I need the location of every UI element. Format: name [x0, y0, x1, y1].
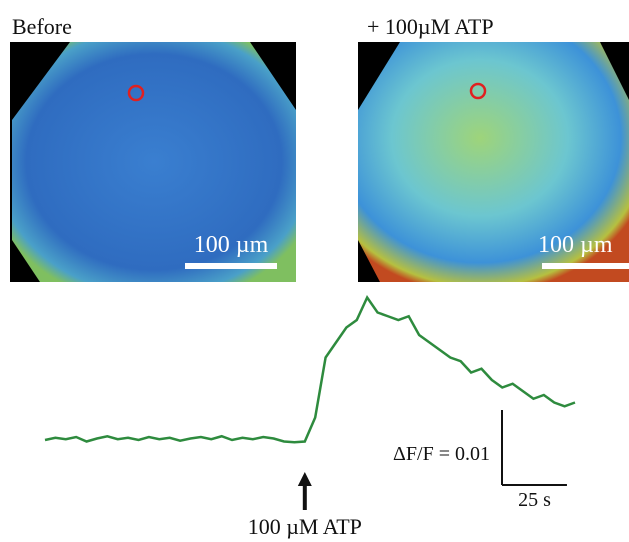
trace-line — [44, 294, 576, 444]
arrow-head — [297, 472, 312, 486]
panel-label: Before — [12, 14, 72, 39]
image-before — [10, 42, 296, 282]
scale-label-x: 25 s — [518, 489, 551, 511]
scale-label-y: ΔF/F = 0.01 — [393, 443, 490, 465]
image-atp — [358, 42, 629, 282]
scale-label: 100 µm — [194, 232, 269, 258]
panel-label: + 100µM ATP — [367, 14, 494, 39]
scale-label: 100 µm — [538, 232, 613, 258]
stimulus-label: 100 µM ATP — [248, 514, 362, 539]
